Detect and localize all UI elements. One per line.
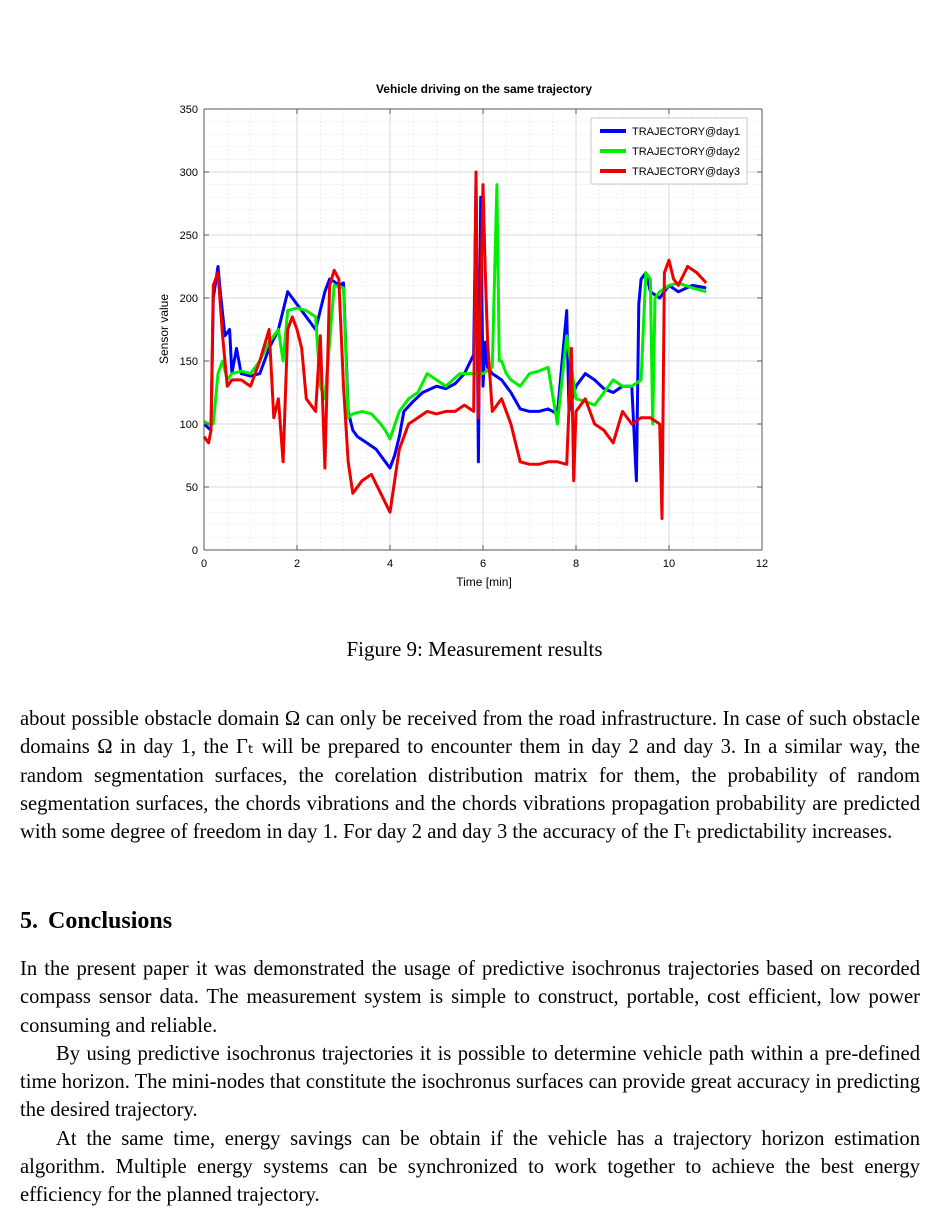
paragraph: By using predictive isochronus trajector… <box>20 1042 920 1122</box>
x-tick-label: 12 <box>756 558 768 570</box>
paragraph: At the same time, energy savings can be … <box>20 1127 920 1207</box>
axes: 0 2 4 6 8 10 12 0 50 100 150 200 250 300 350 <box>180 104 768 570</box>
section-title: Conclusions <box>48 908 173 934</box>
section-number: 5. <box>20 908 38 934</box>
y-tick-label: 100 <box>180 419 198 431</box>
y-axis-label: Sensor value <box>157 294 171 364</box>
y-tick-label: 350 <box>180 104 198 116</box>
paragraph: In the present paper it was demonstrated… <box>20 958 920 1037</box>
section-heading: 5. Conclusions <box>20 908 172 935</box>
x-tick-label: 0 <box>201 558 207 570</box>
y-tick-label: 200 <box>180 293 198 305</box>
legend-entry: TRAJECTORY@day1 <box>632 126 740 138</box>
y-tick-label: 250 <box>180 230 198 242</box>
y-tick-label: 150 <box>180 356 198 368</box>
x-tick-label: 2 <box>294 558 300 570</box>
figure-caption: Figure 9: Measurement results <box>346 637 603 661</box>
figure: 0 2 4 6 8 10 12 0 50 100 150 200 250 300 350 TRAJECTOR… <box>150 72 790 602</box>
legend-entry: TRAJECTORY@day3 <box>632 166 740 178</box>
series-line-2 <box>203 183 707 441</box>
line-chart: 0 2 4 6 8 10 12 0 50 100 150 200 250 300 350 TRAJECTOR… <box>157 82 768 589</box>
chart-title: Vehicle driving on the same trajectory <box>376 82 592 96</box>
y-tick-label: 50 <box>186 482 198 494</box>
x-axis-label: Time [min] <box>456 575 512 589</box>
x-tick-label: 6 <box>480 558 486 570</box>
paragraph: about possible obstacle domain Ω can onl… <box>20 708 920 844</box>
body-text: about possible obstacle domain Ω can onl… <box>20 705 920 846</box>
x-tick-label: 4 <box>387 558 393 570</box>
legend: TRAJECTORY@day1 TRAJECTORY@day2 TRAJECTORY… <box>590 117 748 185</box>
conclusions-text: In the present paper it was demonstrated… <box>20 955 920 1210</box>
series-line-1 <box>202 183 707 483</box>
series-lines <box>202 170 708 520</box>
y-tick-label: 0 <box>192 545 198 557</box>
legend-entry: TRAJECTORY@day2 <box>632 146 740 158</box>
x-tick-label: 8 <box>573 558 579 570</box>
x-tick-label: 10 <box>663 558 675 570</box>
series-line-3 <box>202 170 708 520</box>
y-tick-label: 300 <box>180 167 198 179</box>
